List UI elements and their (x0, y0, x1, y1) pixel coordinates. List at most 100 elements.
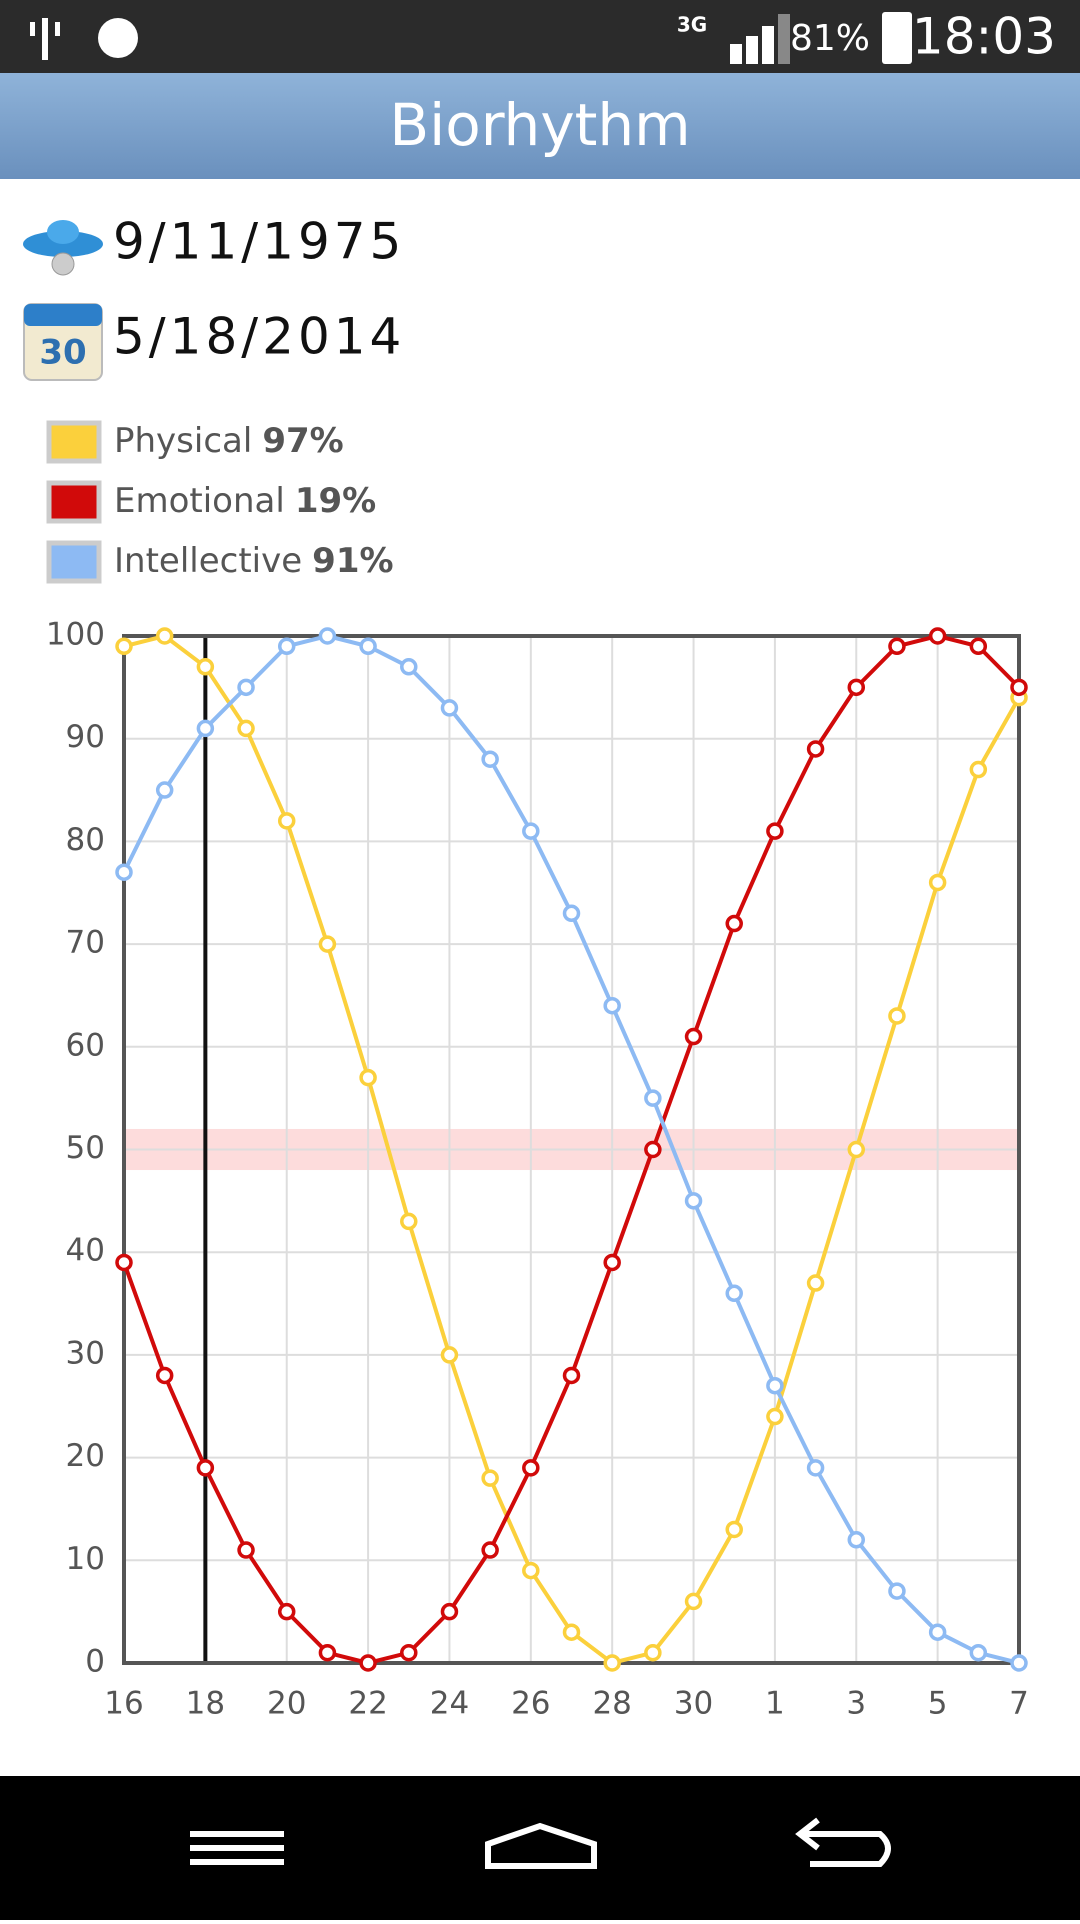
battery-level: 81% (790, 18, 870, 59)
data-point (196, 719, 215, 738)
data-point (847, 678, 866, 697)
data-point (806, 740, 825, 758)
data-point (440, 1346, 459, 1364)
data-point (400, 1212, 418, 1231)
y-tick-label: 30 (66, 1335, 105, 1371)
data-point (440, 699, 459, 717)
status-icons (30, 12, 912, 64)
data-point (481, 750, 499, 768)
data-point (603, 1253, 621, 1272)
back-button[interactable] (795, 1817, 891, 1867)
legend-value: 91% (312, 541, 393, 581)
data-point (481, 1469, 499, 1487)
data-point (562, 1623, 581, 1641)
legend-entry: Emotional 19% (114, 481, 376, 521)
x-tick-label: 20 (267, 1686, 306, 1722)
data-point (115, 1253, 133, 1272)
data-point (969, 1643, 988, 1662)
legend-value: 19% (295, 481, 376, 521)
x-tick-label: 26 (511, 1686, 550, 1722)
data-point (481, 1541, 499, 1559)
data-point (277, 637, 296, 656)
y-tick-label: 20 (66, 1438, 105, 1474)
data-point (888, 1582, 906, 1600)
current-date: 5/18/2014 (113, 308, 405, 366)
x-tick-label: 18 (186, 1686, 225, 1722)
data-point (888, 637, 906, 656)
x-tick-label: 1 (765, 1686, 785, 1722)
legend-swatch (46, 420, 102, 464)
clock: 18:03 (912, 8, 1056, 66)
data-point (603, 1654, 621, 1672)
data-point (969, 637, 988, 656)
data-point (766, 1407, 784, 1426)
legend-swatch (46, 480, 102, 524)
data-point (115, 637, 133, 656)
legend-name: Emotional (114, 481, 285, 521)
data-point (522, 1561, 540, 1580)
data-point (847, 1140, 866, 1159)
data-point (359, 1068, 377, 1087)
data-point (603, 996, 621, 1015)
data-point (155, 781, 174, 799)
data-point (1010, 1654, 1028, 1672)
data-point (155, 627, 174, 645)
data-point (766, 1376, 784, 1395)
data-point (277, 1602, 296, 1621)
data-point (928, 873, 947, 892)
data-point (684, 1027, 703, 1046)
y-tick-label: 80 (66, 822, 105, 858)
data-point (237, 719, 255, 738)
data-point (359, 1654, 377, 1672)
data-point (644, 1089, 662, 1107)
y-tick-label: 70 (66, 925, 105, 961)
menu-button[interactable] (190, 1831, 284, 1865)
x-tick-label: 3 (846, 1686, 866, 1722)
app-title: Biorhythm (389, 91, 690, 159)
y-tick-label: 10 (66, 1541, 105, 1577)
data-point (1010, 678, 1028, 697)
home-button[interactable] (485, 1822, 597, 1869)
data-point (928, 627, 947, 645)
y-tick-label: 40 (66, 1233, 105, 1269)
data-point (888, 1007, 906, 1025)
data-point (155, 1366, 174, 1385)
birth-icon (23, 220, 103, 276)
nav-bar (0, 1776, 1080, 1920)
data-point (806, 1274, 825, 1292)
legend-swatch (46, 540, 102, 584)
data-point (359, 637, 377, 656)
data-point (684, 1192, 703, 1210)
x-tick-label: 24 (430, 1686, 469, 1722)
plot-frame (122, 634, 1021, 1665)
data-point (928, 1623, 947, 1641)
x-tick-label: 22 (348, 1686, 387, 1722)
data-point (277, 812, 296, 830)
data-point (684, 1592, 703, 1611)
data-point (644, 1140, 662, 1159)
data-point (562, 1366, 581, 1385)
data-point (725, 914, 743, 933)
network-type: 3G (677, 13, 707, 37)
data-point (237, 678, 255, 697)
y-tick-label: 0 (85, 1644, 105, 1680)
data-point (237, 1541, 255, 1559)
legend-name: Intellective (114, 541, 302, 581)
y-tick-label: 90 (66, 719, 105, 755)
data-point (562, 904, 581, 923)
y-tick-label: 50 (66, 1130, 105, 1166)
legend-value: 97% (262, 421, 343, 461)
data-point (644, 1643, 662, 1662)
data-point (522, 822, 540, 840)
data-point (806, 1459, 825, 1477)
x-tick-label: 16 (104, 1686, 143, 1722)
x-tick-label: 30 (674, 1686, 713, 1722)
legend-entry: Intellective 91% (114, 541, 394, 581)
legend-name: Physical (114, 421, 252, 461)
data-point (400, 1643, 418, 1662)
data-point (969, 760, 988, 779)
data-point (115, 863, 133, 881)
y-tick-label: 60 (66, 1027, 105, 1063)
data-point (847, 1531, 866, 1549)
